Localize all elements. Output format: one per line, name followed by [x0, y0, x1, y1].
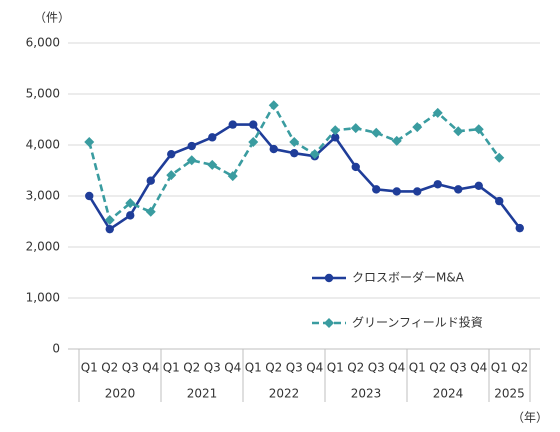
- data-point: [125, 198, 136, 209]
- y-tick-label: 2,000: [26, 240, 60, 254]
- data-point: [104, 214, 115, 225]
- data-point: [228, 120, 237, 129]
- data-point: [249, 120, 258, 129]
- x-tick-label: Q1: [491, 361, 508, 375]
- x-unit: （年）: [512, 411, 548, 425]
- data-point: [372, 185, 381, 194]
- legend-marker: [324, 318, 334, 328]
- y-tick-label: 5,000: [26, 87, 60, 101]
- legend-marker: [324, 273, 334, 283]
- x-tick-label: Q4: [306, 361, 323, 375]
- data-point: [309, 149, 320, 160]
- x-tick-label: Q1: [245, 361, 262, 375]
- x-tick-label: Q2: [183, 361, 200, 375]
- data-point: [126, 211, 135, 220]
- x-tick-label: Q4: [142, 361, 159, 375]
- legend-label: クロスボーダーM&A: [352, 270, 465, 285]
- data-point: [494, 152, 505, 163]
- x-tick-label: Q3: [450, 361, 467, 375]
- x-tick-label: Q2: [429, 361, 446, 375]
- x-tick-label: Q3: [286, 361, 303, 375]
- series-line: [87, 103, 501, 222]
- data-point: [145, 206, 156, 217]
- x-tick-label: Q1: [409, 361, 426, 375]
- x-group-label: 2025: [494, 387, 525, 401]
- data-point: [454, 185, 463, 194]
- x-tick-label: Q4: [388, 361, 405, 375]
- y-tick-label: 6,000: [26, 36, 60, 50]
- data-point: [515, 223, 524, 233]
- data-point: [105, 224, 114, 234]
- data-point: [227, 171, 238, 182]
- x-group-label: 2022: [269, 387, 300, 401]
- x-tick-label: Q2: [511, 361, 528, 375]
- x-tick-label: Q2: [347, 361, 364, 375]
- y-tick-label: 4,000: [26, 138, 60, 152]
- data-point: [331, 133, 340, 142]
- data-point: [330, 125, 341, 136]
- data-point: [473, 124, 484, 135]
- data-point: [413, 187, 422, 196]
- x-tick-label: Q2: [101, 361, 118, 375]
- data-point: [248, 136, 259, 147]
- y-unit: （件）: [34, 11, 70, 25]
- x-tick-label: Q4: [224, 361, 241, 375]
- data-point: [146, 176, 155, 185]
- data-point: [290, 148, 299, 158]
- x-tick-label: Q1: [327, 361, 344, 375]
- data-point: [474, 181, 483, 190]
- series-line: [88, 123, 521, 231]
- x-group-label: 2020: [105, 387, 136, 401]
- data-point: [167, 149, 176, 159]
- data-point: [187, 141, 196, 151]
- data-point: [269, 144, 278, 154]
- x-tick-label: Q3: [122, 361, 139, 375]
- x-tick-label: Q2: [265, 361, 282, 375]
- x-group-label: 2021: [187, 387, 218, 401]
- x-tick-label: Q3: [204, 361, 221, 375]
- x-tick-label: Q3: [368, 361, 385, 375]
- data-point: [392, 187, 401, 196]
- data-point: [495, 196, 504, 206]
- data-point: [371, 127, 382, 138]
- data-point: [433, 180, 442, 189]
- x-tick-label: Q1: [81, 361, 98, 375]
- data-point: [85, 191, 94, 201]
- y-tick-label: 1,000: [26, 291, 60, 305]
- x-group-label: 2023: [351, 387, 382, 401]
- y-tick-label: 3,000: [26, 189, 60, 203]
- data-point: [166, 170, 177, 181]
- data-point: [351, 162, 360, 172]
- data-point: [268, 100, 279, 111]
- data-point: [186, 155, 197, 166]
- legend-label: グリーンフィールド投資: [352, 315, 483, 330]
- y-tick-label: 0: [52, 342, 60, 356]
- x-tick-label: Q1: [163, 361, 180, 375]
- data-point: [453, 126, 464, 137]
- data-point: [391, 135, 402, 146]
- data-point: [289, 136, 300, 147]
- x-tick-label: Q4: [470, 361, 487, 375]
- data-point: [208, 133, 217, 142]
- data-point: [207, 159, 218, 170]
- data-point: [350, 123, 361, 134]
- data-point: [432, 107, 443, 118]
- data-point: [84, 136, 95, 147]
- x-group-label: 2024: [433, 387, 464, 401]
- data-point: [412, 122, 423, 133]
